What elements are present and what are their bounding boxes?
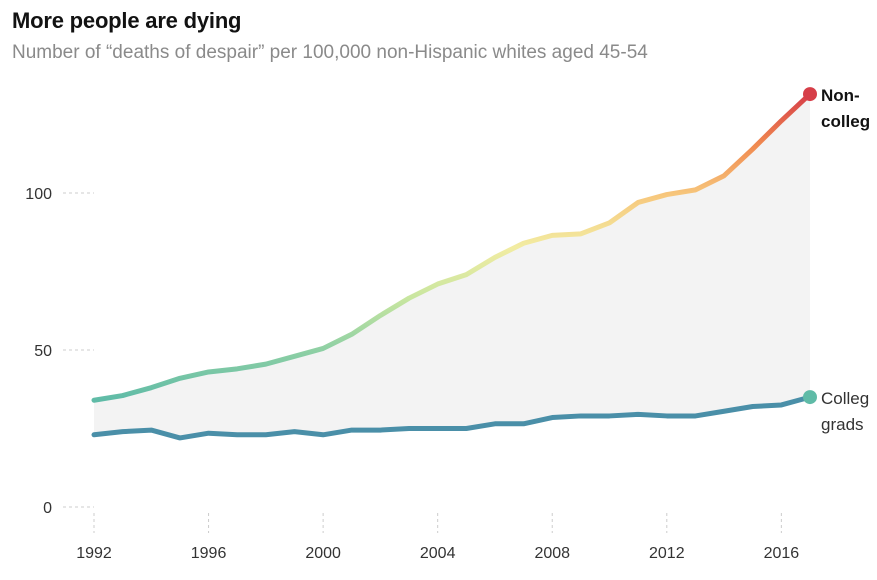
x-tick-label-2004: 2004	[420, 545, 456, 562]
series-label-college-grads-0: Colleg	[821, 389, 869, 408]
series-line-college-grads	[91, 394, 813, 441]
endpoint-non-college	[803, 87, 817, 102]
y-tick-label-100: 100	[25, 186, 52, 203]
x-tick-label-2012: 2012	[649, 545, 685, 562]
series-line-non-college	[91, 91, 813, 403]
x-tick-label-1992: 1992	[76, 545, 112, 562]
y-tick-label-0: 0	[43, 500, 52, 517]
gap-area	[94, 94, 810, 438]
y-tick-label-50: 50	[34, 343, 52, 360]
x-tick-label-2016: 2016	[764, 545, 800, 562]
series-label-non-college-0: Non-	[821, 86, 860, 105]
series-label-non-college-1: colleg	[821, 112, 870, 131]
chart-title: More people are dying	[12, 8, 242, 33]
chart-subtitle: Number of “deaths of despair” per 100,00…	[12, 42, 648, 63]
endpoint-college-grads	[803, 390, 817, 405]
x-tick-label-1996: 1996	[191, 545, 227, 562]
series-label-college-grads-1: grads	[821, 415, 864, 434]
x-tick-label-2000: 2000	[305, 545, 341, 562]
x-tick-label-2008: 2008	[534, 545, 570, 562]
